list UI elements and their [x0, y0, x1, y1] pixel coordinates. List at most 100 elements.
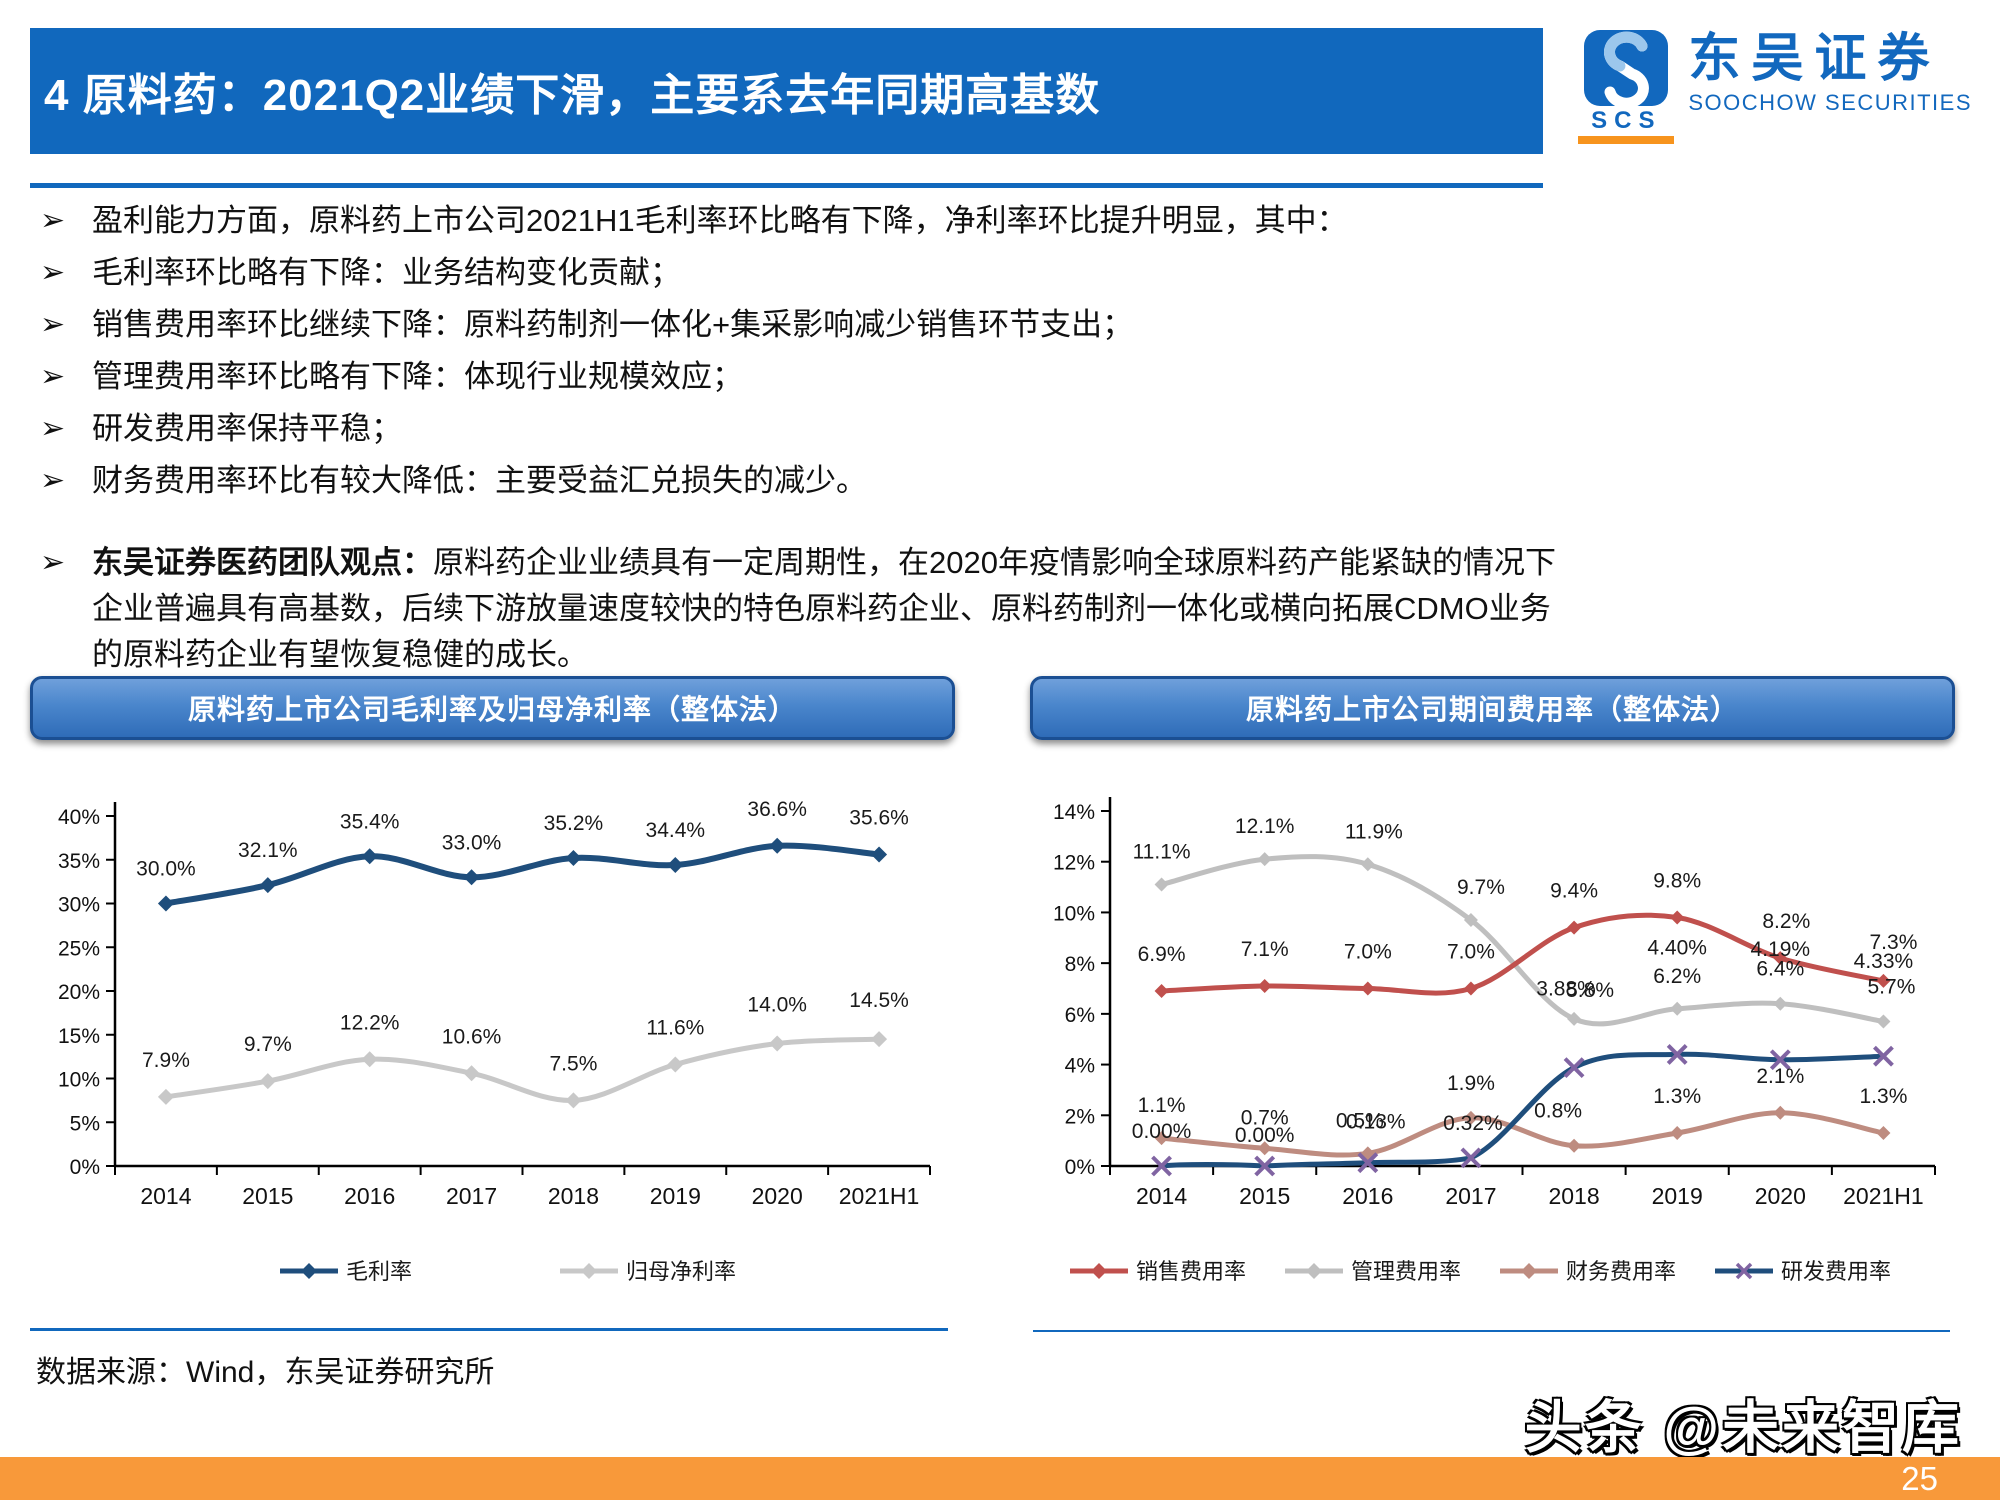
- svg-text:10.6%: 10.6%: [442, 1025, 502, 1048]
- svg-text:0.32%: 0.32%: [1443, 1112, 1503, 1135]
- svg-text:4.40%: 4.40%: [1647, 936, 1707, 959]
- svg-text:11.6%: 11.6%: [646, 1017, 704, 1040]
- svg-text:12.1%: 12.1%: [1235, 815, 1295, 838]
- svg-text:9.7%: 9.7%: [244, 1033, 292, 1056]
- bullet-list: ➢ 盈利能力方面，原料药上市公司2021H1毛利率环比略有下降，净利率环比提升明…: [40, 198, 1870, 510]
- bullet-text: 毛利率环比略有下降：业务结构变化贡献；: [92, 255, 681, 290]
- svg-text:4%: 4%: [1065, 1055, 1095, 1078]
- svg-text:35.4%: 35.4%: [340, 810, 400, 833]
- bullet-text: 管理费用率环比略有下降：体现行业规模效应；: [92, 359, 743, 394]
- svg-text:2015: 2015: [1239, 1183, 1290, 1209]
- svg-text:10%: 10%: [1053, 902, 1095, 925]
- svg-text:11.1%: 11.1%: [1133, 841, 1191, 864]
- svg-text:2%: 2%: [1065, 1105, 1095, 1128]
- gross-net-margin-chart: 0% 5% 10% 15% 20% 25% 30% 35% 40% 2014 2015 2016 201…: [58, 798, 931, 1284]
- svg-text:10%: 10%: [58, 1069, 100, 1092]
- svg-text:36.6%: 36.6%: [747, 798, 807, 821]
- header-bar: 4 原料药：2021Q2业绩下滑，主要系去年同期高基数: [30, 28, 1543, 154]
- svg-text:35%: 35%: [58, 850, 100, 873]
- svg-text:1.3%: 1.3%: [1653, 1085, 1701, 1108]
- logo-name-en: SOOCHOW SECURITIES: [1688, 90, 1972, 115]
- svg-text:32.1%: 32.1%: [238, 839, 298, 862]
- bullet-item: ➢ 管理费用率环比略有下降：体现行业规模效应；: [40, 354, 1870, 399]
- bullet-text: 研发费用率保持平稳；: [92, 411, 402, 446]
- svg-text:6.2%: 6.2%: [1653, 965, 1701, 988]
- svg-text:管理费用率: 管理费用率: [1351, 1259, 1461, 1284]
- bullet-item: ➢ 财务费用率环比有较大降低：主要受益汇兑损失的减少。: [40, 458, 1870, 503]
- bullet-text: 财务费用率环比有较大降低：主要受益汇兑损失的减少。: [92, 463, 867, 498]
- svg-text:33.0%: 33.0%: [442, 831, 502, 854]
- svg-text:3.88%: 3.88%: [1536, 978, 1596, 1001]
- opinion-body: 原料药企业业绩具有一定周期性，在2020年疫情影响全球原料药产能紧缺的情况下企业…: [92, 545, 1556, 672]
- svg-text:25%: 25%: [58, 937, 100, 960]
- arrow-bullet-icon: ➢: [40, 256, 66, 289]
- arrow-bullet-icon: ➢: [40, 464, 66, 497]
- arrow-bullet-icon: ➢: [40, 204, 66, 237]
- expense-chart-title: 原料药上市公司期间费用率（整体法）: [1245, 694, 1739, 725]
- bottom-orange-bar: [0, 1457, 2000, 1500]
- svg-text:研发费用率: 研发费用率: [1781, 1259, 1891, 1284]
- watermark-text: 头条 @未来智库: [1524, 1396, 1962, 1460]
- svg-text:30%: 30%: [58, 894, 100, 917]
- svg-text:2019: 2019: [1652, 1183, 1703, 1209]
- expense-chart-panel: 原料药上市公司期间费用率（整体法） 0% 2% 4% 6% 8% 10% 12% 14% 201…: [1030, 676, 1955, 1311]
- svg-text:销售费用率: 销售费用率: [1136, 1259, 1246, 1284]
- page-number: 25: [1901, 1460, 1938, 1497]
- opinion-lead: 东吴证券医药团队观点：: [92, 545, 433, 580]
- svg-text:财务费用率: 财务费用率: [1566, 1259, 1676, 1284]
- bullet-item: ➢ 盈利能力方面，原料药上市公司2021H1毛利率环比略有下降，净利率环比提升明…: [40, 198, 1870, 243]
- svg-text:2016: 2016: [1342, 1183, 1393, 1209]
- svg-text:7.1%: 7.1%: [1241, 938, 1289, 961]
- page-title: 4 原料药：2021Q2业绩下滑，主要系去年同期高基数: [44, 71, 1101, 120]
- arrow-bullet-icon: ➢: [40, 360, 66, 393]
- arrow-bullet-icon: ➢: [40, 412, 66, 445]
- svg-text:30.0%: 30.0%: [136, 858, 196, 881]
- svg-text:14%: 14%: [1053, 801, 1095, 824]
- svg-text:2020: 2020: [752, 1183, 803, 1209]
- margin-chart-title-banner: 原料药上市公司毛利率及归母净利率（整体法）: [30, 676, 955, 740]
- expense-chart-title-banner: 原料药上市公司期间费用率（整体法）: [1030, 676, 1955, 740]
- svg-text:14.0%: 14.0%: [747, 994, 807, 1017]
- svg-text:2014: 2014: [140, 1183, 191, 1209]
- svg-text:9.8%: 9.8%: [1653, 870, 1701, 893]
- svg-text:12%: 12%: [1053, 852, 1095, 875]
- svg-text:毛利率: 毛利率: [346, 1259, 412, 1284]
- svg-text:7.0%: 7.0%: [1447, 941, 1495, 964]
- svg-text:2016: 2016: [344, 1183, 395, 1209]
- svg-text:34.4%: 34.4%: [646, 819, 706, 842]
- margin-chart-panel: 原料药上市公司毛利率及归母净利率（整体法） 0% 5% 10% 15% 20% 25% 30…: [30, 676, 955, 1311]
- svg-text:8%: 8%: [1065, 953, 1095, 976]
- svg-text:9.4%: 9.4%: [1550, 880, 1598, 903]
- svg-text:0.5%: 0.5%: [1336, 1109, 1384, 1132]
- svg-text:7.5%: 7.5%: [550, 1052, 598, 1075]
- margin-chart-title: 原料药上市公司毛利率及归母净利率（整体法）: [187, 694, 797, 725]
- svg-text:35.6%: 35.6%: [849, 807, 909, 830]
- bullet-text: 销售费用率环比继续下降：原料药制剂一体化+集采影响减少销售环节支出；: [92, 307, 1134, 342]
- svg-text:1.1%: 1.1%: [1138, 1094, 1186, 1117]
- svg-text:2018: 2018: [1548, 1183, 1599, 1209]
- svg-text:0.00%: 0.00%: [1235, 1124, 1295, 1147]
- svg-text:2017: 2017: [1445, 1183, 1496, 1209]
- bullet-item: ➢ 毛利率环比略有下降：业务结构变化贡献；: [40, 250, 1870, 295]
- svg-text:2017: 2017: [446, 1183, 497, 1209]
- svg-text:40%: 40%: [58, 806, 100, 829]
- arrow-bullet-icon: ➢: [40, 546, 66, 579]
- svg-text:2020: 2020: [1755, 1183, 1806, 1209]
- bullet-text: 盈利能力方面，原料药上市公司2021H1毛利率环比略有下降，净利率环比提升明显，…: [92, 203, 1348, 238]
- svg-text:0.7%: 0.7%: [1241, 1106, 1289, 1129]
- svg-text:1.3%: 1.3%: [1860, 1085, 1908, 1108]
- company-logo: SCS 东吴证券 SOOCHOW SECURITIES: [1578, 30, 1972, 144]
- expense-ratio-chart: 0% 2% 4% 6% 8% 10% 12% 14% 2014 2015 2016 2017 2018 2…: [1053, 797, 1936, 1284]
- svg-text:2.1%: 2.1%: [1756, 1065, 1804, 1088]
- svg-text:2014: 2014: [1136, 1183, 1187, 1209]
- svg-text:12.2%: 12.2%: [340, 1011, 400, 1034]
- svg-text:11.9%: 11.9%: [1345, 820, 1403, 843]
- svg-text:2015: 2015: [242, 1183, 293, 1209]
- soochow-logo-icon: [1584, 30, 1669, 108]
- logo-name-zh: 东吴证券: [1688, 30, 1941, 88]
- svg-text:5.8%: 5.8%: [1566, 979, 1614, 1002]
- svg-text:6.4%: 6.4%: [1756, 958, 1804, 981]
- svg-text:2021H1: 2021H1: [839, 1183, 920, 1209]
- svg-text:5.7%: 5.7%: [1868, 975, 1916, 998]
